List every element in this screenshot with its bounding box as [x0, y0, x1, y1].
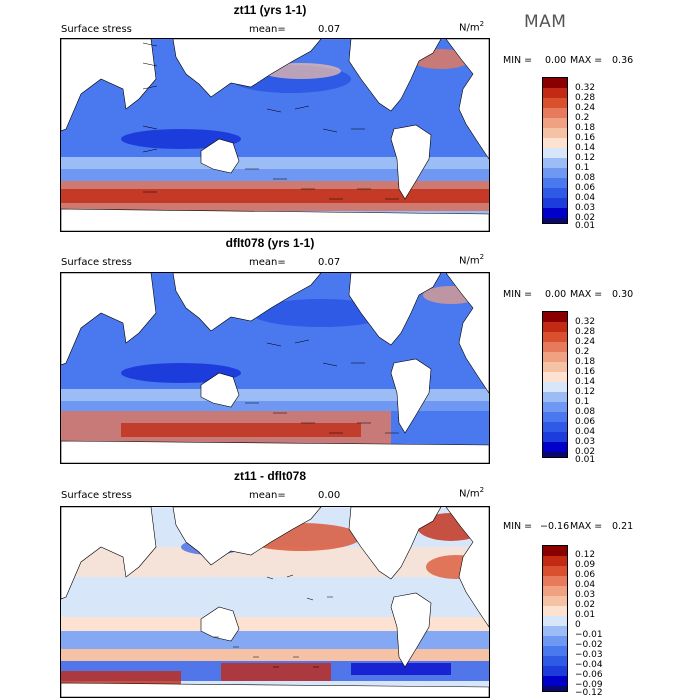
panel-3-variable: Surface stress — [61, 490, 132, 501]
panel-1-unit: N/m2 — [459, 20, 485, 34]
panel-3-cbar-tick: 0.04 — [575, 580, 596, 590]
panel-2-min-value: 0.00 — [545, 289, 567, 300]
panel-3-cbar-tick: 0.06 — [575, 570, 596, 580]
panel-3-cbar-tick: −0.12 — [575, 688, 603, 698]
panel-3-cbar-tick: −0.01 — [575, 630, 603, 640]
panel-2-cbar-tick: 0.03 — [575, 437, 596, 447]
panel-1-cbar-tick: 0.04 — [575, 193, 596, 203]
panel-2-max-value: 0.30 — [612, 289, 634, 300]
panel-1-max-value: 0.36 — [612, 55, 634, 66]
panel-1-variable: Surface stress — [61, 24, 132, 35]
panel-1-colorbar — [542, 77, 568, 224]
panel-3-map — [60, 506, 490, 698]
panel-1-cbar-tick: 0.28 — [575, 93, 596, 103]
panel-3-cbar-tick: 0.09 — [575, 560, 596, 570]
panel-1-mean-value: 0.07 — [318, 24, 341, 35]
panel-1-cbar-tick: 0.24 — [575, 103, 596, 113]
panel-1-map — [60, 38, 490, 232]
panel-2-max-label: MAX = — [570, 289, 603, 300]
panel-2-cbar-tick: 0.32 — [575, 317, 596, 327]
panel-3-min-label: MIN = — [503, 521, 533, 532]
season-label: MAM — [524, 12, 567, 32]
panel-2-cbar-tick: 0.04 — [575, 427, 596, 437]
panel-3-cbar-tick: 0.02 — [575, 600, 596, 610]
panel-2-cbar-tick: 0.16 — [575, 367, 596, 377]
panel-2-cbar-tick: 0.12 — [575, 387, 596, 397]
panel-1-title: zt11 (yrs 1-1) — [233, 3, 307, 17]
panel-2-cbar-tick: 0.06 — [575, 417, 596, 427]
panel-3-mean-label: mean= — [249, 490, 286, 501]
panel-2-cbar-tick: 0.24 — [575, 337, 596, 347]
panel-2-title: dflt078 (yrs 1-1) — [225, 236, 315, 250]
panel-1-min-label: MIN = — [503, 55, 533, 66]
panel-3-unit: N/m2 — [459, 486, 485, 500]
panel-3-cbar-tick: 0.03 — [575, 590, 596, 600]
panel-2-cbar-tick: 0.01 — [575, 455, 596, 465]
panel-1-max-label: MAX = — [570, 55, 603, 66]
panel-2-cbar-tick: 0.2 — [575, 347, 590, 357]
panel-1-cbar-tick: 0.18 — [575, 123, 596, 133]
panel-3-max-label: MAX = — [570, 521, 603, 532]
panel-1-cbar-tick: 0.1 — [575, 163, 590, 173]
panel-3-title: zt11 - dflt078 — [233, 469, 307, 483]
panel-1-min-value: 0.00 — [545, 55, 567, 66]
panel-2-cbar-tick: 0.28 — [575, 327, 596, 337]
panel-1-cbar-tick: 0.14 — [575, 143, 596, 153]
panel-3-cbar-tick: −0.04 — [575, 660, 603, 670]
panel-2-cbar-tick: 0.02 — [575, 447, 596, 457]
panel-3-min-value: −0.16 — [540, 521, 570, 532]
panel-1-cbar-tick: 0.16 — [575, 133, 596, 143]
panel-2-colorbar — [542, 311, 568, 458]
panel-2-mean-value: 0.07 — [318, 257, 341, 268]
panel-1-cbar-tick: 0.01 — [575, 221, 596, 231]
panel-3-max-value: 0.21 — [612, 521, 634, 532]
panel-2-variable: Surface stress — [61, 257, 132, 268]
panel-1-cbar-tick: 0.06 — [575, 183, 596, 193]
panel-3-colorbar — [542, 545, 568, 692]
panel-1-cbar-tick: 0.03 — [575, 203, 596, 213]
panel-3-cbar-tick: −0.06 — [575, 670, 603, 680]
panel-3-cbar-tick: 0 — [575, 620, 581, 630]
panel-1-cbar-tick: 0.2 — [575, 113, 590, 123]
panel-3-mean-value: 0.00 — [318, 490, 341, 501]
panel-1-cbar-tick: 0.12 — [575, 153, 596, 163]
panel-1-cbar-tick: 0.02 — [575, 213, 596, 223]
panel-2-cbar-tick: 0.14 — [575, 377, 596, 387]
panel-3-cbar-tick: 0.01 — [575, 610, 596, 620]
panel-2-map — [60, 272, 490, 464]
panel-1-cbar-tick: 0.32 — [575, 83, 596, 93]
panel-1-mean-label: mean= — [249, 24, 286, 35]
panel-2-min-label: MIN = — [503, 289, 533, 300]
panel-3-cbar-tick: −0.03 — [575, 650, 603, 660]
panel-2-cbar-tick: 0.18 — [575, 357, 596, 367]
panel-2-mean-label: mean= — [249, 257, 286, 268]
panel-3-cbar-tick: −0.09 — [575, 680, 603, 690]
panel-2-cbar-tick: 0.1 — [575, 397, 590, 407]
panel-1-cbar-tick: 0.08 — [575, 173, 596, 183]
panel-2-unit: N/m2 — [459, 253, 485, 267]
panel-3-cbar-tick: 0.12 — [575, 550, 596, 560]
panel-3-cbar-tick: −0.02 — [575, 640, 603, 650]
panel-2-cbar-tick: 0.08 — [575, 407, 596, 417]
